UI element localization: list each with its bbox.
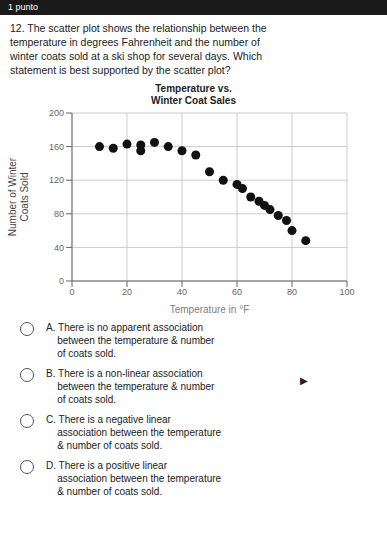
- html-text:B. There is a non-linear assoc: B. There is a non-linear association bet…: [46, 368, 215, 405]
- svg-text:Temperature in °F: Temperature in °F: [170, 304, 250, 315]
- svg-text:Number of WinterCoats Sold: Number of WinterCoats Sold: [8, 157, 30, 236]
- svg-text:120: 120: [49, 175, 64, 185]
- svg-text:40: 40: [54, 243, 64, 253]
- html-text:A. There is no apparent associ: A. There is no apparent association betw…: [46, 322, 215, 359]
- svg-text:80: 80: [287, 287, 297, 297]
- svg-text:60: 60: [232, 287, 242, 297]
- svg-text:20: 20: [122, 287, 132, 297]
- svg-text:100: 100: [339, 287, 354, 297]
- html-text:D. There is a positive linear: D. There is a positive linear associatio…: [46, 460, 222, 497]
- svg-text:0: 0: [59, 276, 64, 286]
- svg-text:80: 80: [54, 209, 64, 219]
- svg-text:0: 0: [69, 287, 74, 297]
- svg-text:40: 40: [177, 287, 187, 297]
- html-text:12. The scatter plot shows the: 12. The scatter plot shows the relations…: [10, 22, 267, 76]
- html-text:C. There is a negative linear: C. There is a negative linear associatio…: [46, 414, 222, 451]
- svg-text:200: 200: [49, 108, 64, 118]
- svg-text:160: 160: [49, 142, 64, 152]
- html-text:Temperature vs. Winter Coat Sa: Temperature vs. Winter Coat Sales: [151, 83, 236, 106]
- html-text:1 punto: 1 punto: [8, 2, 38, 12]
